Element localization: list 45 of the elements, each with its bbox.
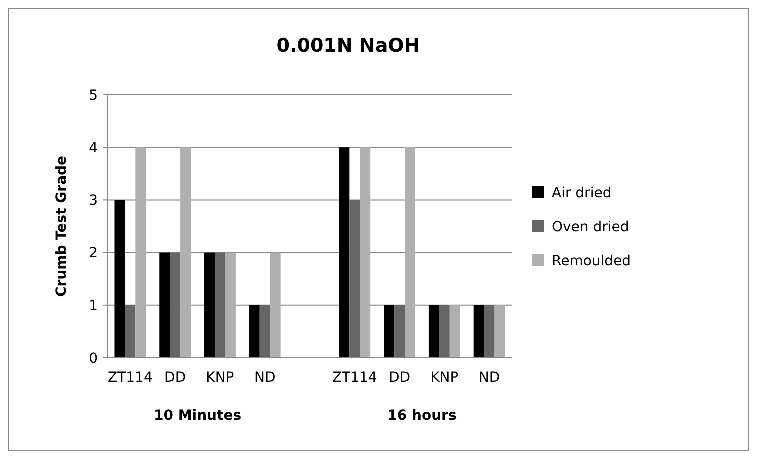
bar: [474, 305, 484, 358]
bar: [249, 305, 260, 358]
bar: [204, 252, 215, 358]
x-tick-label: KNP: [430, 370, 459, 386]
x-tick-label: ND: [254, 370, 276, 386]
bar: [394, 305, 406, 358]
bar: [484, 305, 495, 358]
x-tick-label: ZT114: [108, 370, 153, 386]
y-tick-label: 4: [89, 140, 98, 156]
bar: [450, 305, 460, 358]
y-tick-label: 5: [89, 88, 98, 104]
x-tick-label: ND: [478, 370, 500, 386]
bar: [350, 200, 360, 358]
y-tick-label: 3: [89, 193, 98, 210]
x-tick-label: DD: [164, 370, 186, 386]
bar: [405, 148, 416, 358]
bar: [439, 305, 450, 358]
chart-title: 0.001N NaOH: [276, 35, 420, 57]
bar: [428, 305, 440, 358]
text: 16 hours: [388, 408, 457, 424]
bar: [494, 305, 506, 358]
bar: [360, 148, 371, 358]
bar: [270, 252, 281, 358]
bar: [136, 148, 146, 358]
bar: [260, 305, 270, 358]
bar: [225, 252, 236, 358]
bar: [384, 305, 395, 358]
y-tick-label: 1: [89, 298, 98, 314]
y-axis-title: Crumb Test Grade: [54, 156, 70, 298]
bar: [180, 148, 192, 358]
x-tick-label: ZT114: [332, 370, 378, 386]
legend-label: Remoulded: [552, 253, 632, 270]
bar: [170, 252, 181, 358]
text: 10 Minutes: [154, 408, 242, 424]
y-tick-label: 0: [89, 350, 98, 367]
bar: [339, 148, 350, 358]
bar: [125, 305, 136, 358]
legend-label: Oven dried: [552, 219, 630, 236]
bar: [114, 200, 126, 358]
x-tick-label: DD: [388, 370, 411, 386]
bar: [160, 252, 170, 358]
bar: [214, 252, 226, 358]
legend-label: Air dried: [552, 185, 612, 202]
y-tick-label: 2: [89, 246, 98, 262]
x-tick-label: KNP: [206, 370, 234, 386]
